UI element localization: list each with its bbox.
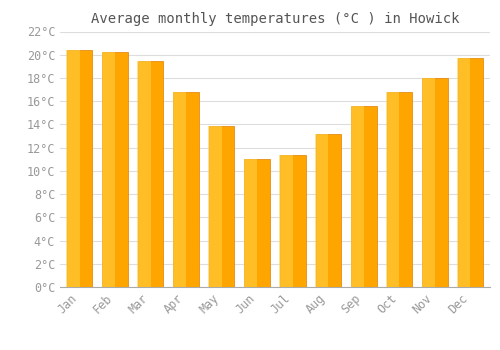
Bar	[422, 78, 435, 287]
Bar	[208, 126, 222, 287]
Bar	[458, 58, 483, 287]
Bar	[102, 52, 128, 287]
Bar	[67, 50, 92, 287]
Bar	[422, 78, 448, 287]
Bar	[66, 50, 80, 287]
Bar	[280, 155, 293, 287]
Title: Average monthly temperatures (°C ) in Howick: Average monthly temperatures (°C ) in Ho…	[91, 12, 459, 26]
Bar	[316, 134, 341, 287]
Bar	[315, 134, 328, 287]
Bar	[457, 58, 470, 287]
Bar	[350, 106, 364, 287]
Bar	[351, 106, 376, 287]
Bar	[386, 92, 400, 287]
Bar	[138, 61, 150, 287]
Bar	[102, 52, 115, 287]
Bar	[244, 159, 257, 287]
Bar	[280, 155, 305, 287]
Bar	[138, 61, 164, 287]
Bar	[174, 92, 199, 287]
Bar	[244, 159, 270, 287]
Bar	[386, 92, 412, 287]
Bar	[173, 92, 186, 287]
Bar	[209, 126, 234, 287]
